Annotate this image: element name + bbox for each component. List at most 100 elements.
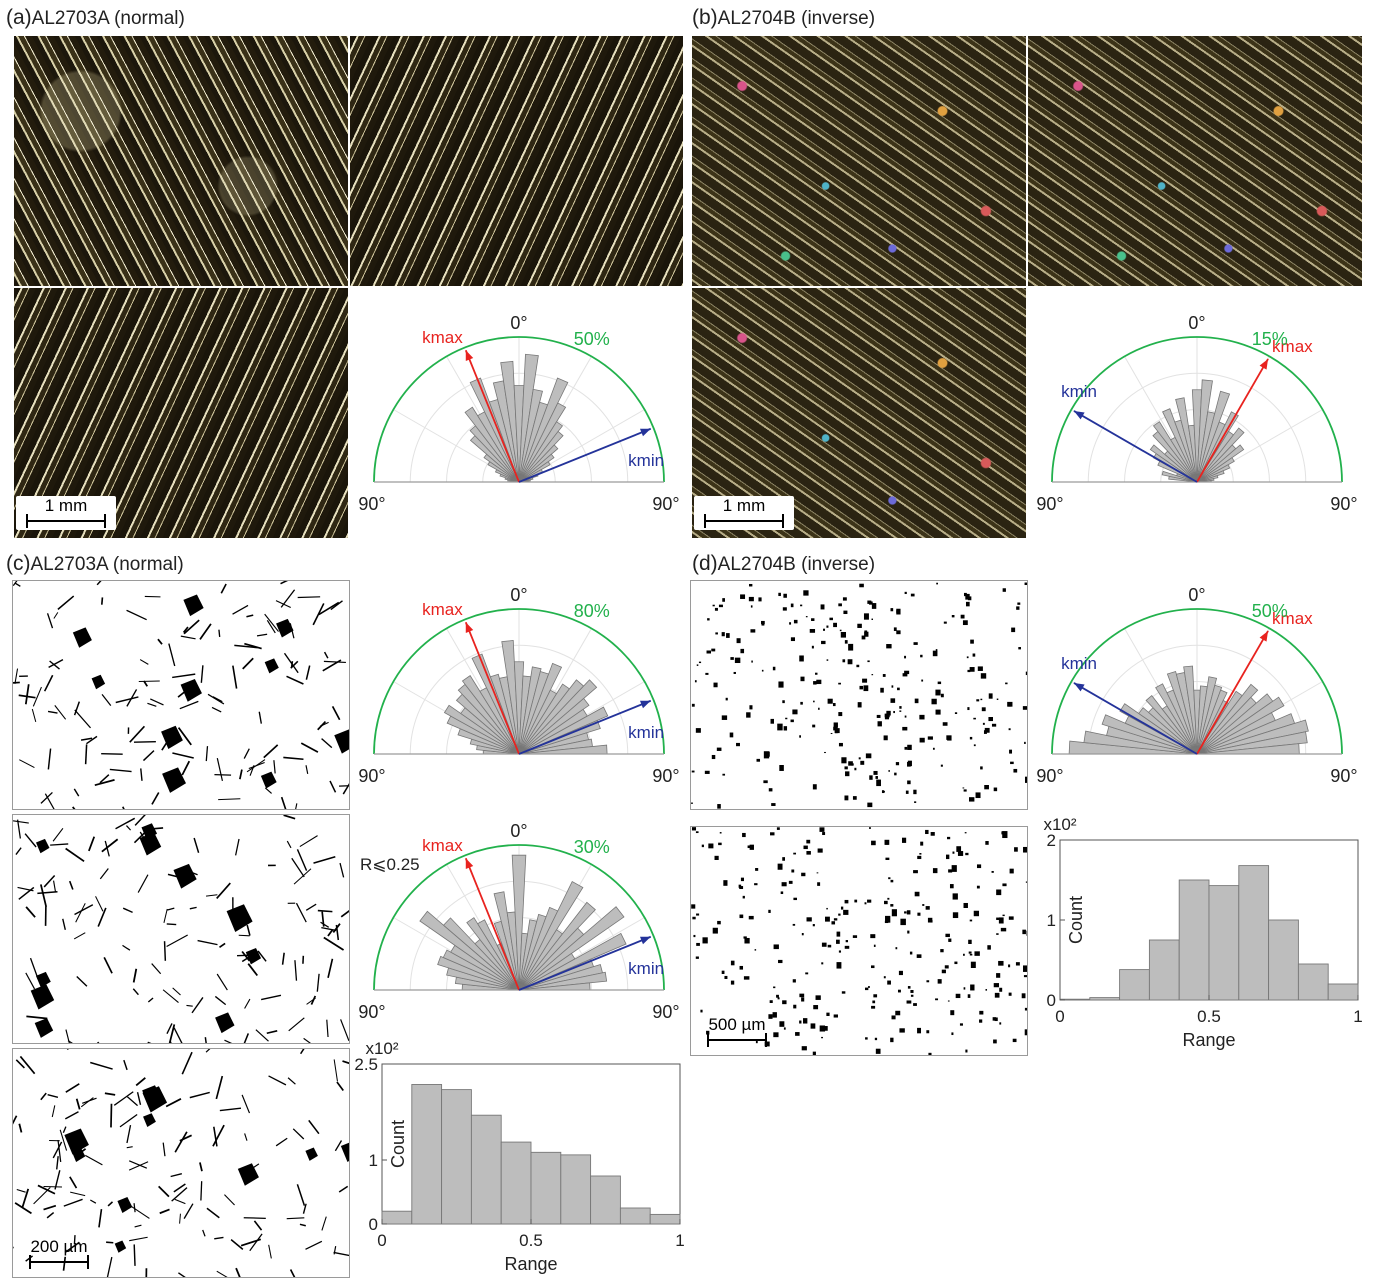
particle [970, 961, 976, 968]
particle [126, 825, 132, 831]
particle [1021, 993, 1026, 999]
particle [948, 869, 953, 873]
particle [904, 670, 910, 675]
particle [172, 752, 194, 759]
rose-right-label: 90° [1330, 494, 1357, 514]
particle [739, 914, 744, 919]
particle [809, 628, 816, 633]
particle [80, 737, 93, 741]
rose-right-label: 90° [652, 1002, 679, 1022]
particle [714, 855, 719, 860]
particle [790, 603, 794, 608]
particle [771, 803, 776, 806]
particle [99, 774, 110, 784]
particle [812, 784, 817, 790]
particle [913, 642, 918, 645]
particle [47, 1094, 59, 1098]
particle [132, 968, 138, 983]
particle [216, 882, 231, 900]
particle [976, 864, 982, 869]
particle [920, 654, 923, 658]
particle [952, 912, 959, 919]
particle [947, 836, 951, 840]
hist-multiplier: x10² [365, 1039, 398, 1058]
particle [84, 744, 88, 765]
hist-xlabel: Range [504, 1254, 557, 1274]
particle [973, 744, 976, 747]
kmax-arrow [464, 857, 520, 991]
scale-bar-c-label: 200 µm [30, 1237, 88, 1256]
particle [916, 954, 922, 958]
particle [31, 708, 37, 722]
particle [761, 669, 764, 672]
particle [980, 673, 987, 679]
particle [245, 948, 262, 965]
particle [871, 674, 874, 676]
particle [287, 1077, 296, 1085]
particle [967, 596, 972, 601]
particle [883, 976, 886, 979]
particle [336, 1081, 344, 1092]
particle [830, 732, 833, 735]
particle [174, 1131, 188, 1153]
particle [52, 828, 64, 842]
particle [13, 581, 18, 587]
particle [875, 776, 878, 779]
particle [340, 1142, 349, 1162]
particle [323, 936, 345, 951]
particle [875, 1048, 881, 1054]
particle [876, 714, 881, 718]
particle [880, 687, 884, 693]
particle [134, 815, 146, 826]
particle [266, 620, 276, 634]
particle [696, 913, 700, 916]
particle [73, 932, 86, 940]
particle [947, 735, 952, 741]
particle [751, 660, 753, 663]
particle [790, 637, 796, 642]
particle [129, 1205, 150, 1219]
particle [877, 721, 882, 727]
particle [174, 1198, 186, 1205]
particle [168, 643, 176, 667]
particle [224, 1039, 233, 1043]
particle [126, 1124, 132, 1144]
particle [890, 608, 894, 612]
particle [954, 961, 958, 965]
particle [1002, 914, 1005, 917]
particle [1023, 975, 1027, 978]
rose-max-label: 30% [574, 837, 610, 857]
particle [803, 590, 809, 596]
particle [935, 709, 941, 715]
particle [691, 802, 693, 804]
particle [945, 854, 950, 860]
particle [695, 831, 699, 834]
particle [763, 780, 768, 784]
particle [135, 1077, 146, 1087]
particle [904, 591, 907, 595]
kmin-label: kmin [1061, 382, 1097, 401]
particle [65, 847, 85, 863]
particle [748, 915, 754, 920]
particle [1022, 706, 1027, 710]
particle [316, 973, 320, 992]
particle [18, 886, 35, 900]
particle [859, 685, 864, 690]
particle [694, 680, 697, 683]
particle [842, 659, 846, 663]
particle [15, 847, 22, 855]
particle [792, 709, 798, 715]
particle [1012, 1038, 1017, 1043]
panel-b-label: (b)AL2704B (inverse) [692, 6, 875, 30]
particle [721, 715, 728, 720]
particle [975, 792, 981, 799]
particle [996, 889, 1002, 896]
particle [988, 693, 993, 699]
particle [976, 699, 980, 702]
particle [70, 1191, 86, 1197]
particle [996, 933, 999, 935]
particle [157, 638, 163, 645]
particle [962, 787, 965, 789]
particle [887, 897, 890, 900]
